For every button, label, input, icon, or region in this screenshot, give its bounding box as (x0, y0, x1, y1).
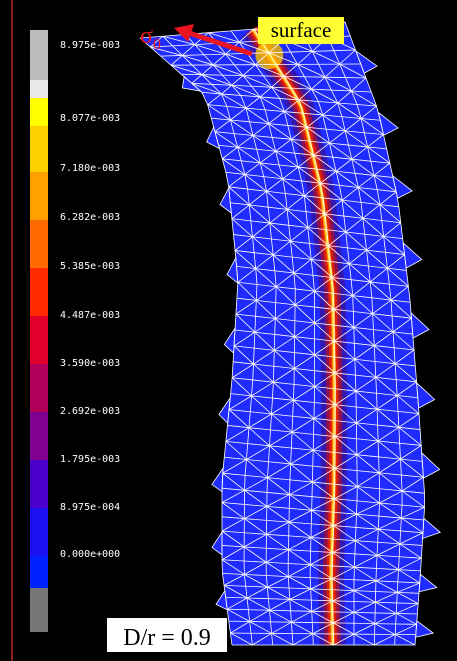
colorbar-segment (30, 556, 48, 588)
colorbar-segment (30, 364, 48, 412)
colorbar-segment (30, 508, 48, 556)
stress-label: σ (140, 23, 153, 49)
colorbar-segment (30, 268, 48, 316)
colorbar-segment (30, 172, 48, 220)
colorbar-label: 7.180e-003 (60, 163, 120, 174)
colorbar-segment (30, 126, 48, 172)
colorbar-segment (30, 220, 48, 268)
colorbar-label: 6.282e-003 (60, 212, 120, 223)
ratio-label: D/r = 0.9 (123, 625, 211, 651)
colorbar-label: 1.795e-003 (60, 454, 120, 465)
colorbar-segment (30, 30, 48, 80)
colorbar-label: 3.590e-003 (60, 358, 120, 369)
stress-subscript: 0 (153, 36, 161, 53)
colorbar-label: 8.975e-004 (60, 502, 120, 513)
colorbar-segment (30, 316, 48, 364)
colorbar-label: 2.692e-003 (60, 406, 120, 417)
colorbar-label: 4.487e-003 (60, 310, 120, 321)
colorbar-segment (30, 588, 48, 632)
colorbar-segment (30, 80, 48, 98)
colorbar-label: 8.975e-003 (60, 40, 120, 51)
colorbar-label: 5.385e-003 (60, 261, 120, 272)
colorbar-label: 8.077e-003 (60, 113, 120, 124)
colorbar-segment (30, 460, 48, 508)
colorbar-segment (30, 412, 48, 460)
surface-label: surface (271, 18, 332, 42)
colorbar-segment (30, 98, 48, 126)
colorbar-label: 0.000e+000 (60, 549, 120, 560)
figure: 8.975e-003 8.077e-003 7.180e-003 6.282e-003… (0, 0, 457, 661)
